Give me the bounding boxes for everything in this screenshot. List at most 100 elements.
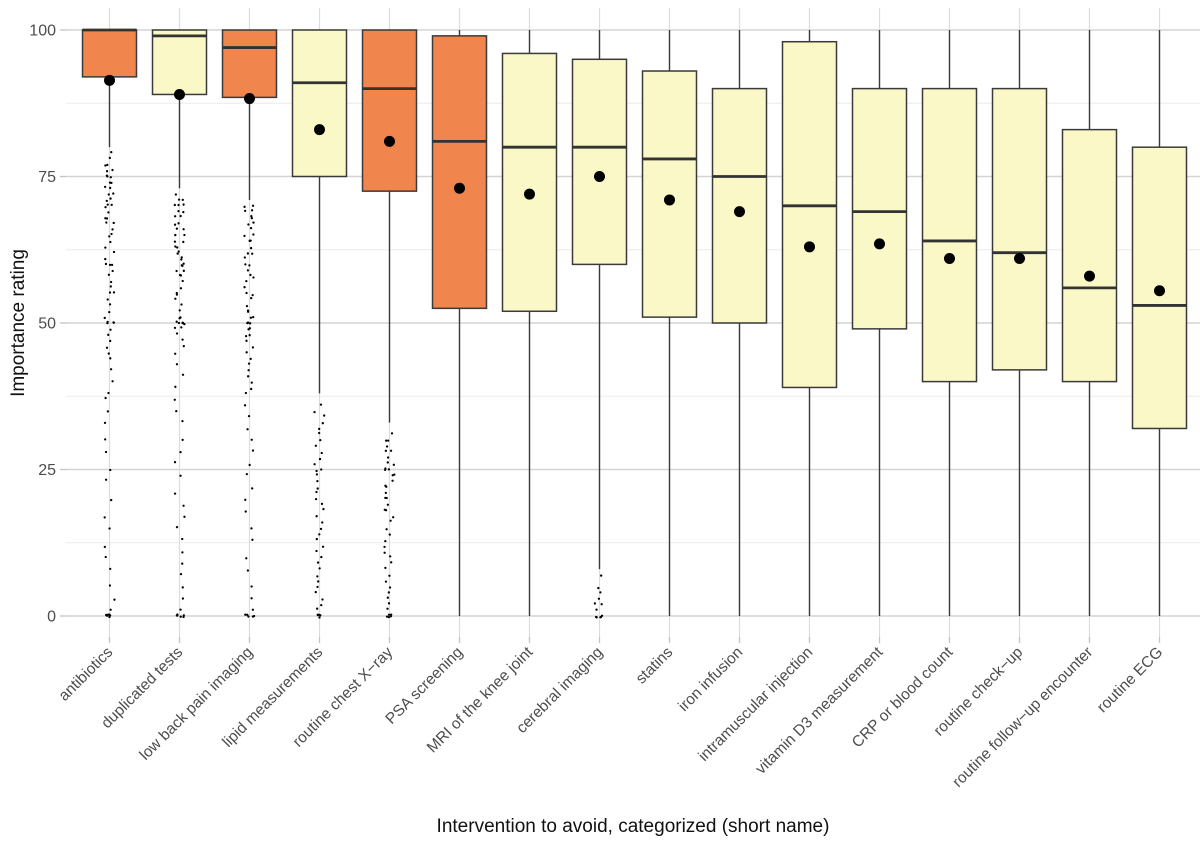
outlier-point bbox=[180, 303, 183, 306]
outlier-point bbox=[109, 368, 113, 371]
outlier-point bbox=[174, 233, 177, 237]
outlier-point bbox=[599, 591, 602, 594]
outlier-point bbox=[107, 352, 110, 355]
outlier-point bbox=[249, 316, 253, 319]
outlier-point bbox=[111, 228, 114, 231]
outlier-point bbox=[181, 586, 184, 589]
outlier-point bbox=[248, 322, 252, 325]
outlier-point bbox=[108, 263, 112, 267]
outlier-point bbox=[182, 210, 185, 214]
outlier-point bbox=[245, 279, 248, 283]
outlier-point bbox=[104, 613, 108, 617]
outlier-point bbox=[247, 369, 250, 372]
outlier-point bbox=[251, 346, 255, 349]
mean-dot-MRI of the knee joint bbox=[524, 188, 535, 200]
outlier-point bbox=[385, 496, 388, 500]
outlier-point bbox=[250, 527, 253, 530]
outlier-point bbox=[113, 598, 116, 601]
outlier-point bbox=[250, 585, 253, 588]
box-routine check−up bbox=[991, 87, 1048, 371]
outlier-point bbox=[384, 580, 388, 583]
outlier-point bbox=[245, 557, 248, 560]
outlier-point bbox=[107, 193, 110, 196]
outlier-point bbox=[250, 209, 254, 212]
box-iron infusion bbox=[711, 87, 768, 324]
box-routine chest X−ray bbox=[361, 29, 418, 192]
outlier-point bbox=[175, 227, 179, 230]
outlier-point bbox=[173, 398, 176, 401]
outlier-point bbox=[315, 469, 318, 473]
outlier-point bbox=[319, 527, 323, 531]
outlier-point bbox=[320, 468, 323, 471]
outlier-point bbox=[595, 608, 598, 611]
outlier-point bbox=[600, 614, 604, 617]
outlier-point bbox=[111, 380, 114, 383]
outlier-point bbox=[318, 533, 321, 536]
outlier-point bbox=[251, 538, 254, 541]
outlier-point bbox=[107, 333, 110, 336]
outlier-point bbox=[104, 438, 107, 441]
outlier-point bbox=[250, 296, 253, 300]
y-tick-label: 0 bbox=[47, 609, 56, 626]
outlier-point bbox=[181, 338, 184, 341]
outlier-point bbox=[110, 203, 113, 207]
outlier-point bbox=[182, 615, 185, 619]
outlier-point bbox=[599, 574, 603, 577]
box-CRP or blood count bbox=[921, 87, 978, 383]
outlier-point bbox=[248, 463, 251, 467]
outlier-point bbox=[316, 479, 319, 483]
outlier-point bbox=[107, 391, 110, 395]
outlier-point bbox=[315, 607, 319, 610]
outlier-point bbox=[179, 608, 182, 611]
outlier-point bbox=[250, 215, 253, 218]
outlier-point bbox=[384, 484, 387, 487]
x-tick-label: routine ECG bbox=[1094, 644, 1166, 716]
outlier-point bbox=[246, 321, 250, 324]
outlier-point bbox=[321, 521, 324, 524]
outlier-point bbox=[109, 280, 113, 284]
outlier-point bbox=[105, 170, 109, 173]
y-tick-label: 75 bbox=[38, 169, 56, 186]
outlier-point bbox=[387, 468, 391, 471]
outlier-point bbox=[109, 567, 112, 571]
outlier-point bbox=[390, 432, 394, 435]
outlier-point bbox=[252, 221, 255, 224]
box-duplicated tests bbox=[151, 29, 208, 96]
outlier-point bbox=[245, 291, 248, 295]
outlier-point bbox=[109, 240, 112, 244]
outlier-point bbox=[177, 321, 181, 325]
outlier-point bbox=[112, 192, 115, 195]
outlier-point bbox=[593, 602, 597, 605]
outlier-point bbox=[245, 472, 249, 476]
outlier-point bbox=[180, 264, 183, 267]
outlier-point bbox=[174, 385, 177, 388]
outlier-point bbox=[179, 274, 183, 277]
outlier-point bbox=[104, 450, 108, 454]
outlier-point bbox=[182, 344, 185, 348]
outlier-point bbox=[248, 327, 251, 330]
outlier-point bbox=[177, 210, 180, 213]
x-tick-label: intramuscular injection bbox=[695, 644, 816, 765]
outlier-point bbox=[244, 498, 247, 501]
outlier-point bbox=[174, 193, 178, 196]
outlier-point bbox=[244, 510, 247, 513]
outlier-point bbox=[174, 297, 177, 300]
outlier-point bbox=[105, 199, 108, 202]
outlier-point bbox=[249, 226, 253, 230]
outlier-point bbox=[386, 503, 390, 506]
outlier-point bbox=[389, 519, 392, 522]
outlier-point bbox=[175, 320, 178, 323]
outlier-point bbox=[104, 396, 107, 400]
outlier-point bbox=[383, 508, 386, 511]
outlier-point bbox=[104, 164, 107, 167]
outlier-point bbox=[387, 591, 390, 594]
mean-dot-routine chest X−ray bbox=[384, 135, 395, 147]
outlier-point bbox=[315, 490, 318, 494]
outlier-point bbox=[247, 615, 250, 618]
outlier-point bbox=[105, 346, 109, 349]
outlier-point bbox=[387, 615, 391, 619]
outlier-point bbox=[173, 203, 176, 207]
outlier-point bbox=[246, 613, 249, 616]
outlier-point bbox=[251, 608, 255, 611]
outlier-point bbox=[244, 209, 247, 213]
